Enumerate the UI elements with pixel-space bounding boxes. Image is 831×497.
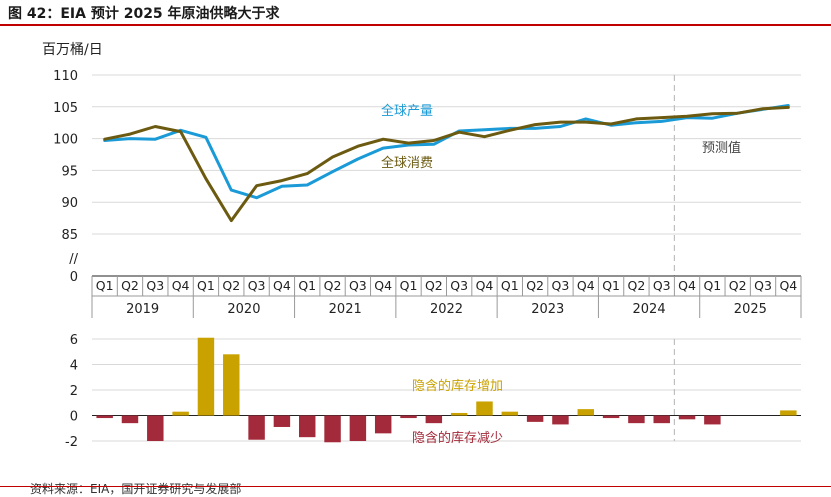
x-tick-quarter: Q2 <box>526 278 544 293</box>
x-tick-quarter: Q1 <box>96 278 114 293</box>
x-tick-quarter: Q4 <box>476 278 494 293</box>
x-tick-year: 2023 <box>531 302 564 317</box>
tick-labels: 110 105 100 95 90 85 // 0 6 4 2 0 -2 Q1 Q2 Q3 Q4 Q1 Q2 Q3 Q4… <box>53 69 797 450</box>
figure-title: 图 42：EIA 预计 2025 年原油供略大于求 <box>8 6 280 22</box>
annotation-increase: 隐含的库存增加 <box>412 378 503 394</box>
bar <box>96 415 113 419</box>
x-tick-quarter: Q2 <box>324 278 342 293</box>
bar <box>121 415 139 424</box>
forecast-label: 预测值 <box>702 140 741 156</box>
bar <box>172 411 189 416</box>
bar-layer <box>96 337 797 443</box>
x-tick-quarter: Q3 <box>754 278 772 293</box>
x-tick-quarter: Q1 <box>197 278 215 293</box>
x-tick-quarter: Q2 <box>121 278 139 293</box>
annotation-decrease: 隐含的库存减少 <box>412 430 503 446</box>
series-label-production: 全球产量 <box>381 103 433 119</box>
bar <box>425 415 443 424</box>
bar <box>628 415 645 424</box>
x-tick-quarter: Q2 <box>729 278 747 293</box>
bar <box>602 415 620 419</box>
bar <box>552 415 569 425</box>
bar <box>526 415 544 422</box>
line-layer <box>103 104 790 223</box>
y-tick-label: 0 <box>70 410 78 425</box>
x-tick-year: 2024 <box>633 302 666 317</box>
bar <box>501 411 519 416</box>
x-tick-year: 2019 <box>126 302 159 317</box>
x-tick-quarter: Q1 <box>400 278 418 293</box>
y-tick-label: -2 <box>65 435 78 450</box>
bar <box>678 415 696 420</box>
x-tick-quarter: Q1 <box>298 278 316 293</box>
bar <box>273 415 291 427</box>
y-tick-label: 105 <box>53 101 78 116</box>
y-tick-label: 100 <box>53 133 78 148</box>
x-tick-quarter: Q3 <box>349 278 367 293</box>
bar <box>197 337 215 416</box>
y-tick-label: 0 <box>70 270 78 285</box>
y-tick-label: // <box>69 252 78 267</box>
x-tick-quarter: Q3 <box>248 278 266 293</box>
x-tick-quarter: Q3 <box>552 278 570 293</box>
x-tick-quarter: Q4 <box>678 278 696 293</box>
bar <box>577 409 594 416</box>
x-tick-quarter: Q2 <box>222 278 240 293</box>
x-tick-quarter: Q2 <box>425 278 443 293</box>
bar <box>374 415 392 434</box>
bar <box>324 415 341 443</box>
x-tick-quarter: Q1 <box>501 278 519 293</box>
bar <box>299 415 316 438</box>
bar <box>704 415 721 425</box>
y-tick-label: 110 <box>53 69 78 84</box>
x-tick-quarter: Q4 <box>374 278 392 293</box>
x-tick-year: 2025 <box>734 302 767 317</box>
bar <box>476 401 493 416</box>
series-label-consumption: 全球消费 <box>381 155 433 171</box>
y-tick-label: 2 <box>70 384 78 399</box>
x-tick-quarter: Q3 <box>653 278 671 293</box>
bar <box>147 415 164 441</box>
y-tick-label: 95 <box>61 164 78 179</box>
y-axis-label: 百万桶/日 <box>42 42 103 58</box>
bar <box>653 415 670 424</box>
x-tick-quarter: Q4 <box>779 278 797 293</box>
y-tick-label: 90 <box>61 196 78 211</box>
bar <box>223 354 240 416</box>
x-tick-quarter: Q1 <box>703 278 721 293</box>
x-tick-quarter: Q4 <box>172 278 190 293</box>
x-tick-year: 2021 <box>329 302 362 317</box>
x-tick-year: 2022 <box>430 302 463 317</box>
x-tick-quarter: Q3 <box>450 278 468 293</box>
y-tick-label: 85 <box>61 228 78 243</box>
bottom-rule <box>0 486 831 487</box>
x-tick-quarter: Q3 <box>146 278 164 293</box>
y-tick-label: 6 <box>70 333 78 348</box>
bar <box>780 410 797 416</box>
x-tick-year: 2020 <box>227 302 260 317</box>
x-tick-quarter: Q2 <box>628 278 646 293</box>
source-note: 资料来源：EIA，国开证券研究与发展部 <box>30 482 242 496</box>
title-rule <box>0 24 831 26</box>
x-tick-quarter: Q4 <box>577 278 595 293</box>
y-tick-label: 4 <box>70 359 78 374</box>
series-line-consumption <box>103 105 790 223</box>
bar <box>248 415 265 440</box>
bar <box>400 415 417 419</box>
bar <box>450 412 468 416</box>
x-tick-quarter: Q1 <box>602 278 620 293</box>
x-tick-quarter: Q4 <box>273 278 291 293</box>
bar <box>349 415 367 441</box>
series-line-production <box>103 104 790 200</box>
